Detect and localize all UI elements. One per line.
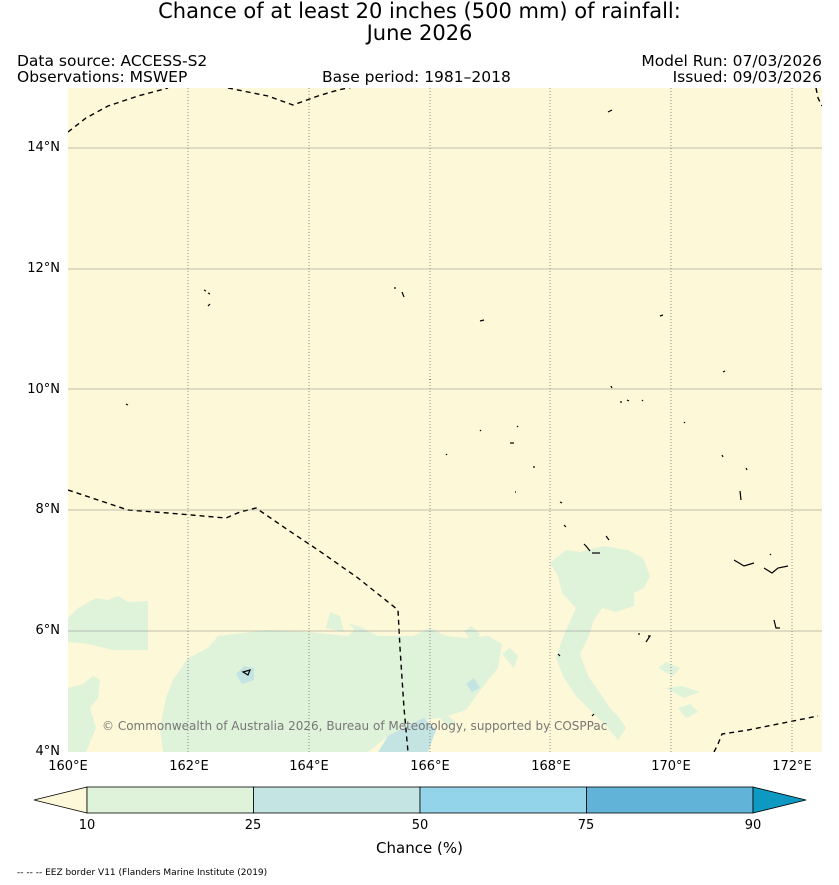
colorbar-extend-low: [33, 786, 88, 814]
lat-label-14n: 14°N: [27, 140, 60, 155]
colorbar-bin-75-90: [586, 786, 754, 814]
colorbar-tick-75: 75: [577, 818, 595, 833]
lon-label-162e: 162°E: [169, 759, 209, 774]
lon-label-168e: 168°E: [531, 759, 571, 774]
colorbar-bin-25-50: [253, 786, 421, 814]
lon-label-166e: 166°E: [410, 759, 450, 774]
map-panel: [68, 88, 822, 752]
lon-label-172e: 172°E: [772, 759, 812, 774]
colorbar-tick-25: 25: [244, 818, 262, 833]
eez-border-lines: [68, 88, 822, 752]
colorbar-bin-50-75: [419, 786, 587, 814]
lat-label-8n: 8°N: [35, 502, 61, 517]
base-period-text: Base period: 1981–2018: [322, 68, 511, 86]
lat-label-10n: 10°N: [27, 382, 60, 397]
lon-label-164e: 164°E: [289, 759, 329, 774]
colorbar-label: Chance (%): [376, 839, 463, 857]
map-canvas: [68, 88, 822, 752]
colorbar-tick-90: 90: [744, 818, 762, 833]
model-run-text: Model Run: 07/03/2026: [641, 52, 822, 70]
chart-title-line1: Chance of at least 20 inches (500 mm) of…: [158, 0, 681, 23]
colorbar-tick-50: 50: [411, 818, 429, 833]
lat-label-4n: 4°N: [35, 744, 61, 759]
issued-text: Issued: 09/03/2026: [672, 68, 822, 86]
colorbar-bin-10-25: [86, 786, 254, 814]
data-source-text: Data source: ACCESS-S2: [17, 52, 208, 70]
eez-legend-note: -- -- -- EEZ border V11 (Flanders Marine…: [17, 868, 268, 878]
copyright-notice: © Commonwealth of Australia 2026, Bureau…: [102, 719, 608, 733]
island-outlines: [125, 109, 789, 717]
latitude-gridlines: [68, 147, 822, 632]
colorbar: [33, 786, 807, 814]
lat-label-6n: 6°N: [35, 623, 61, 638]
chart-title-line2: June 2026: [366, 21, 473, 45]
lon-label-170e: 170°E: [651, 759, 691, 774]
lat-label-12n: 12°N: [27, 261, 60, 276]
rainfall-chance-10-25-area: [68, 546, 700, 752]
colorbar-tick-10: 10: [78, 818, 96, 833]
colorbar-extend-high: [752, 786, 807, 814]
observations-text: Observations: MSWEP: [17, 68, 188, 86]
lon-label-160e: 160°E: [48, 759, 88, 774]
